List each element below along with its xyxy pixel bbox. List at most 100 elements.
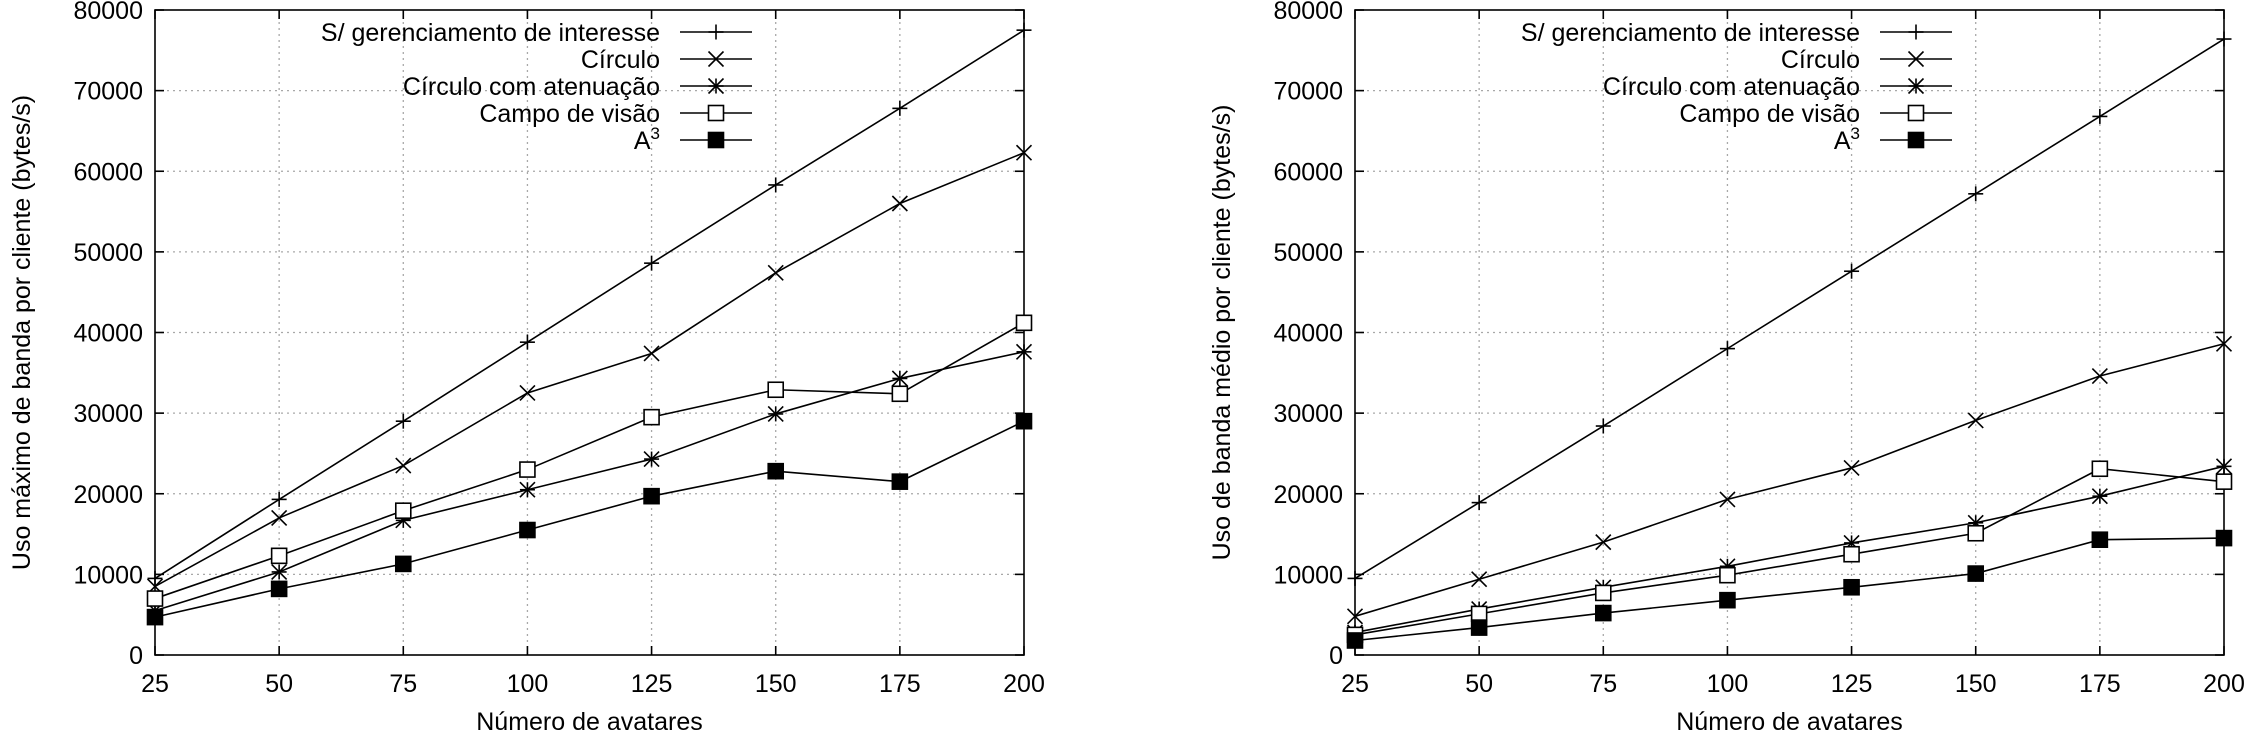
data-point bbox=[1470, 605, 1488, 623]
data-point bbox=[1719, 566, 1736, 584]
data-point bbox=[891, 385, 909, 403]
x-axis-label: Número de avatares bbox=[1676, 708, 1903, 733]
y-tick-label: 60000 bbox=[73, 158, 143, 186]
data-point bbox=[768, 177, 784, 193]
data-point bbox=[1594, 604, 1612, 622]
data-point bbox=[1843, 459, 1860, 477]
data-point bbox=[147, 570, 163, 586]
data-point bbox=[1346, 632, 1364, 649]
series-a3 bbox=[146, 412, 1033, 626]
y-tick-label: 50000 bbox=[73, 239, 143, 267]
legend-label: Círculo bbox=[581, 46, 660, 74]
legend-marker bbox=[707, 131, 725, 149]
y-tick-label: 70000 bbox=[73, 78, 143, 106]
data-point bbox=[519, 384, 536, 402]
data-point bbox=[2216, 31, 2232, 47]
legend-marker bbox=[1907, 77, 1925, 95]
y-tick-label: 10000 bbox=[1273, 561, 1343, 589]
data-point bbox=[2091, 531, 2109, 549]
y-tick-label: 80000 bbox=[73, 0, 143, 25]
gridlines bbox=[1355, 10, 2224, 655]
data-point bbox=[767, 264, 784, 281]
legend-label-superscript: 3 bbox=[1851, 124, 1860, 143]
data-point bbox=[1594, 584, 1612, 602]
y-tick-label: 0 bbox=[1329, 642, 1343, 670]
data-point bbox=[767, 462, 785, 480]
series-line bbox=[154, 322, 1025, 600]
series-line bbox=[1354, 467, 2225, 636]
series-campo-de-visao bbox=[146, 314, 1033, 607]
y-tick-label: 80000 bbox=[1273, 0, 1343, 25]
data-point bbox=[1968, 186, 1984, 202]
x-tick-label: 50 bbox=[1465, 670, 1493, 698]
x-tick-label: 150 bbox=[1955, 670, 1997, 698]
data-point bbox=[2092, 108, 2108, 124]
x-tick-label: 175 bbox=[2079, 670, 2121, 698]
data-point bbox=[1471, 495, 1487, 511]
series-s-gerenciamento-de-interesse bbox=[147, 22, 1032, 586]
legend-label: A3 bbox=[1834, 124, 1860, 155]
legend-label: A3 bbox=[634, 124, 660, 155]
series-line bbox=[154, 351, 1025, 612]
data-point bbox=[892, 100, 908, 116]
data-point bbox=[519, 461, 536, 478]
data-point bbox=[767, 381, 785, 399]
series-line bbox=[154, 29, 1025, 580]
data-point bbox=[1719, 491, 1736, 508]
y-tick-label: 20000 bbox=[1273, 481, 1343, 509]
data-point bbox=[395, 457, 412, 474]
legend-marker bbox=[1908, 24, 1924, 40]
series-line bbox=[154, 151, 1025, 588]
legend-label: Campo de visão bbox=[479, 100, 660, 128]
x-tick-label: 50 bbox=[265, 670, 293, 698]
data-point bbox=[1967, 412, 1984, 429]
data-point bbox=[1843, 578, 1860, 596]
data-point bbox=[1015, 144, 1033, 161]
y-tick-label: 30000 bbox=[73, 400, 143, 428]
data-point bbox=[1967, 565, 1985, 582]
series-line bbox=[1354, 537, 2225, 642]
data-point bbox=[1016, 22, 1032, 38]
data-point bbox=[644, 255, 660, 271]
series-s-gerenciamento-de-interesse bbox=[1347, 31, 2232, 586]
data-point bbox=[1347, 570, 1363, 586]
legend-marker bbox=[707, 104, 725, 122]
data-point bbox=[270, 580, 288, 598]
data-point bbox=[519, 481, 536, 498]
y-tick-label: 30000 bbox=[1273, 400, 1343, 428]
data-point bbox=[643, 451, 660, 468]
x-tick-label: 125 bbox=[1831, 670, 1873, 698]
data-point bbox=[643, 408, 660, 426]
data-point bbox=[1015, 314, 1033, 332]
y-tick-label: 60000 bbox=[1273, 158, 1343, 186]
legend-label: S/ gerenciamento de interesse bbox=[321, 19, 660, 47]
y-tick-label: 20000 bbox=[73, 481, 143, 509]
x-tick-label: 75 bbox=[389, 670, 417, 698]
data-point bbox=[2091, 488, 2108, 505]
series-campo-de-visao bbox=[1346, 460, 2233, 644]
legend-marker bbox=[707, 77, 725, 95]
x-tick-label: 75 bbox=[1589, 670, 1617, 698]
data-point bbox=[1346, 608, 1364, 625]
data-point bbox=[394, 502, 412, 519]
y-axis-label: Uso de banda médio por cliente (bytes/s) bbox=[1208, 105, 1236, 561]
series-line bbox=[1354, 38, 2225, 580]
legend-marker bbox=[1907, 50, 1925, 68]
x-tick-label: 150 bbox=[755, 670, 797, 698]
series-circulo-com-atenuacao bbox=[146, 343, 1033, 619]
legend-label: Círculo com atenuação bbox=[1603, 73, 1860, 101]
series-circulo bbox=[146, 144, 1033, 595]
data-point bbox=[1015, 343, 1033, 360]
data-point bbox=[519, 334, 535, 350]
legend-label: Campo de visão bbox=[1679, 100, 1860, 128]
data-point bbox=[1719, 341, 1735, 357]
gridlines bbox=[155, 10, 1024, 655]
series-line bbox=[1354, 343, 2225, 618]
data-point bbox=[891, 195, 908, 212]
x-tick-label: 125 bbox=[631, 670, 673, 698]
legend-marker bbox=[1907, 104, 1925, 122]
data-point bbox=[2091, 367, 2108, 385]
data-point bbox=[2091, 460, 2109, 478]
data-point bbox=[146, 608, 164, 626]
